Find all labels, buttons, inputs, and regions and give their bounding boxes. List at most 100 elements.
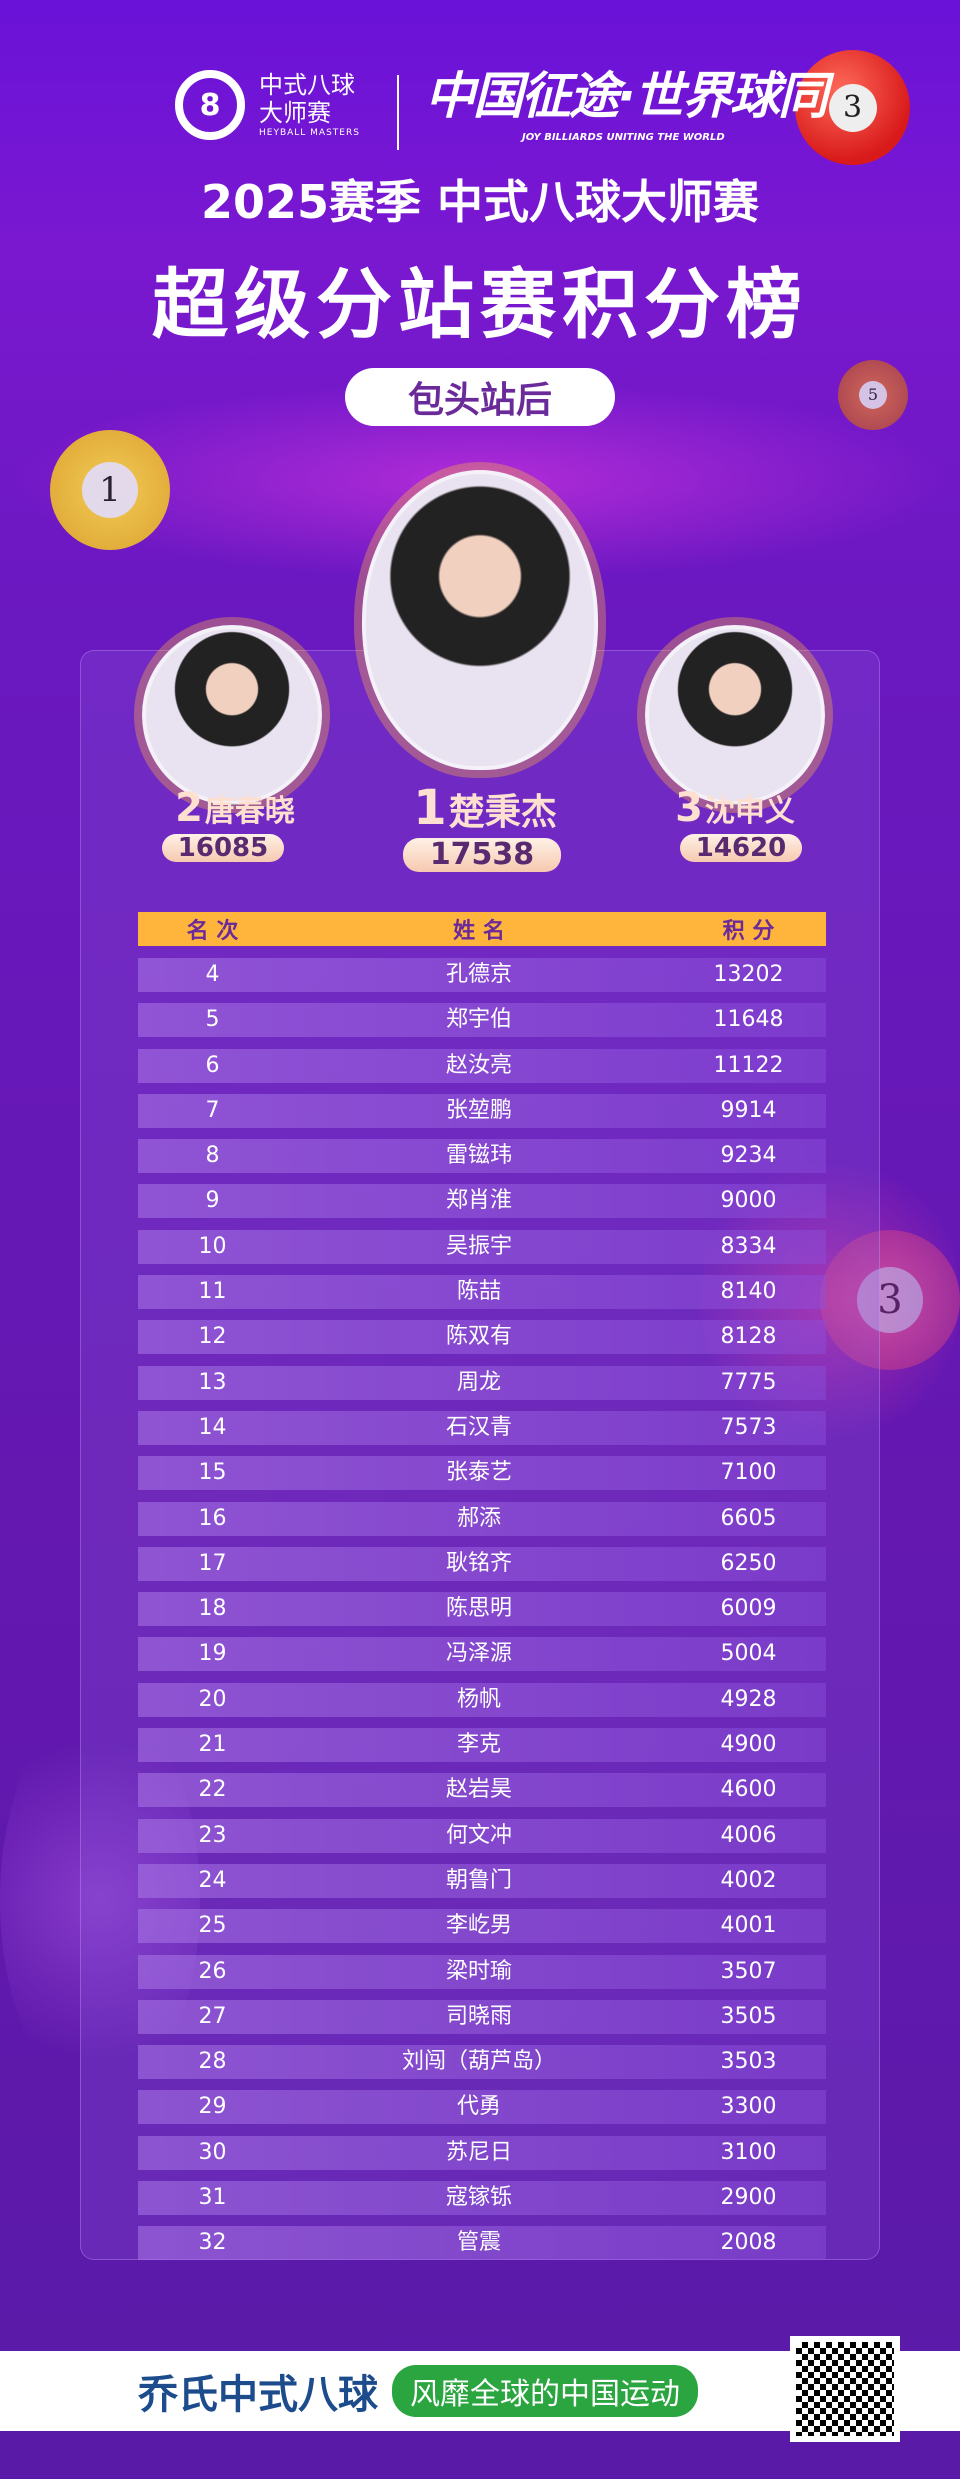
rank-cell: 14 (198, 1414, 227, 1440)
table-row: 23 何文冲 4006 (138, 1818, 826, 1853)
rank-cell: 26 (198, 1958, 227, 1984)
score-cell: 7100 (720, 1460, 777, 1486)
table-row: 31 寇镓铄 2900 (138, 2181, 826, 2216)
stage-badge: 包头站后 (345, 368, 615, 426)
name-cell: 雷镃玮 (445, 1143, 512, 1169)
score-cell: 13202 (713, 962, 784, 987)
title-line1: 2025赛季 中式八球大师赛 (200, 175, 760, 229)
name-cell: 张堃鹏 (445, 1097, 512, 1123)
rank-cell: 18 (198, 1596, 227, 1622)
name-cell: 石汉青 (445, 1414, 512, 1440)
table-row: 32 管震 2008 (138, 2226, 826, 2261)
rank-cell: 32 (198, 2230, 227, 2256)
table-row: 6 赵汝亮 11122 (138, 1048, 826, 1083)
podium-name-first: 1楚秉杰 (413, 780, 557, 836)
name-cell: 李屹男 (445, 1913, 512, 1939)
rank-cell: 27 (198, 2003, 227, 2029)
rank-cell: 23 (198, 1822, 227, 1848)
rank-cell: 16 (198, 1505, 227, 1531)
rank-cell: 24 (198, 1867, 227, 1893)
score-cell: 3503 (720, 2049, 777, 2075)
podium-score-third: 14620 (680, 834, 802, 862)
billiard-ball-1-icon: 1 (50, 430, 170, 550)
table-row: 28 刘闯（葫芦岛） 3503 (138, 2045, 826, 2080)
table-row: 9 郑肖淮 9000 (138, 1184, 826, 1219)
logo-sub: HEYBALL MASTERS (259, 128, 360, 138)
footer-tagline: 风靡全球的中国运动 (392, 2365, 698, 2417)
header-rank: 名 次 (186, 919, 239, 944)
score-cell: 7573 (720, 1414, 777, 1440)
table-row: 29 代勇 3300 (138, 2090, 826, 2125)
score-cell: 6009 (720, 1596, 777, 1622)
table-row: 14 石汉青 7573 (138, 1410, 826, 1445)
name-cell: 郑宇伯 (445, 1007, 512, 1033)
table-row: 18 陈思明 6009 (138, 1592, 826, 1627)
rank-cell: 28 (198, 2049, 227, 2075)
rank-cell: 29 (198, 2094, 227, 2120)
name-cell: 代勇 (456, 2094, 501, 2120)
podium-score-second: 16085 (162, 834, 284, 862)
name-cell: 寇镓铄 (445, 2185, 512, 2211)
rank-cell: 12 (198, 1324, 227, 1350)
name-cell: 陈喆 (456, 1279, 501, 1305)
table-row: 21 李克 4900 (138, 1728, 826, 1763)
rank-cell: 31 (198, 2185, 227, 2211)
table-row: 12 陈双有 8128 (138, 1320, 826, 1355)
player-photo-third (645, 625, 825, 805)
billiard-ball-3-icon: 3 (795, 50, 910, 165)
rank-cell: 7 (205, 1097, 220, 1123)
name-cell: 郑肖淮 (445, 1188, 512, 1214)
score-cell: 9914 (720, 1097, 777, 1123)
rank-cell: 5 (205, 1007, 220, 1033)
header-score: 积 分 (722, 919, 775, 944)
rank-cell: 17 (198, 1550, 227, 1576)
podium-score-first: 17538 (403, 838, 561, 872)
table-row: 15 张泰艺 7100 (138, 1456, 826, 1491)
rank-cell: 4 (205, 962, 220, 987)
name-cell: 管震 (456, 2230, 501, 2256)
table-header: 名 次 姓 名 积 分 (138, 912, 826, 946)
rank-cell: 25 (198, 1913, 227, 1939)
table-row: 22 赵岩昊 4600 (138, 1773, 826, 1808)
name-cell: 周龙 (456, 1369, 501, 1395)
score-cell: 4900 (720, 1732, 777, 1758)
score-cell: 8140 (720, 1279, 777, 1305)
score-cell: 7775 (720, 1369, 777, 1395)
table-row: 4 孔德京 13202 (138, 958, 826, 992)
rank-cell: 21 (198, 1732, 227, 1758)
score-cell: 3507 (720, 1958, 777, 1984)
table-row: 16 郝添 6605 (138, 1501, 826, 1536)
rank-cell: 10 (198, 1233, 227, 1259)
name-cell: 梁时瑜 (445, 1958, 512, 1984)
table-row: 10 吴振宇 8334 (138, 1229, 826, 1264)
table-row: 5 郑宇伯 11648 (138, 1003, 826, 1038)
score-cell: 4600 (720, 1777, 777, 1803)
name-cell: 朝鲁门 (445, 1867, 512, 1893)
table-row: 25 李屹男 4001 (138, 1909, 826, 1944)
slogan-sub: JOY BILLIARDS UNITING THE WORLD (522, 132, 725, 143)
name-cell: 陈思明 (445, 1596, 512, 1622)
score-cell: 4002 (720, 1867, 777, 1893)
table-row: 30 苏尼日 3100 (138, 2135, 826, 2170)
rank-cell: 8 (205, 1143, 220, 1169)
name-cell: 吴振宇 (445, 1233, 512, 1259)
name-cell: 何文冲 (445, 1822, 512, 1848)
name-cell: 陈双有 (445, 1324, 512, 1350)
logo-name: 中式八球大师赛 (259, 71, 355, 127)
table-row: 26 梁时瑜 3507 (138, 1954, 826, 1989)
score-cell: 3505 (720, 2003, 777, 2029)
header-name: 姓 名 (453, 919, 505, 944)
score-cell: 3300 (720, 2094, 777, 2120)
table-row: 19 冯泽源 5004 (138, 1637, 826, 1672)
name-cell: 孔德京 (445, 962, 512, 987)
rank-cell: 30 (198, 2139, 227, 2165)
name-cell: 耿铭齐 (445, 1550, 512, 1576)
rank-cell: 22 (198, 1777, 227, 1803)
score-cell: 11122 (713, 1052, 784, 1078)
rank-cell: 19 (198, 1641, 227, 1667)
name-cell: 冯泽源 (445, 1641, 512, 1667)
billiard-ball-3-blurred-icon: 3 (820, 1230, 960, 1370)
table-row: 11 陈喆 8140 (138, 1275, 826, 1310)
score-cell: 6605 (720, 1505, 777, 1531)
score-cell: 2900 (720, 2185, 777, 2211)
